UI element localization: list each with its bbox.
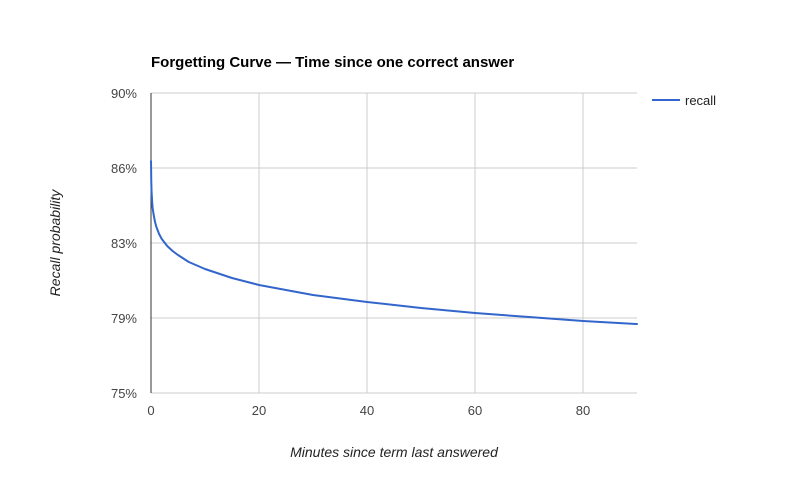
legend-label-recall: recall: [685, 93, 716, 108]
y-tick-label: 90%: [111, 86, 137, 101]
chart-title: Forgetting Curve — Time since one correc…: [151, 54, 514, 71]
series-layer: [150, 160, 638, 325]
y-tick-label: 86%: [111, 161, 137, 176]
y-tick-label: 79%: [111, 311, 137, 326]
y-tick-label: 83%: [111, 236, 137, 251]
x-tick-label: 80: [576, 403, 590, 418]
legend: recall: [652, 93, 716, 108]
x-tick-label: 60: [468, 403, 482, 418]
x-axis-tick-labels: 0 20 40 60 80: [147, 403, 590, 418]
y-tick-label: 75%: [111, 386, 137, 401]
y-axis-tick-labels: 75% 79% 83% 86% 90%: [111, 86, 137, 401]
x-tick-label: 0: [147, 403, 154, 418]
x-axis-title: Minutes since term last answered: [290, 444, 499, 460]
x-tick-label: 40: [360, 403, 374, 418]
x-tick-label: 20: [252, 403, 266, 418]
series-line-recall: [150, 160, 638, 325]
y-axis-title: Recall probability: [47, 189, 63, 297]
gridlines: [151, 92, 637, 394]
